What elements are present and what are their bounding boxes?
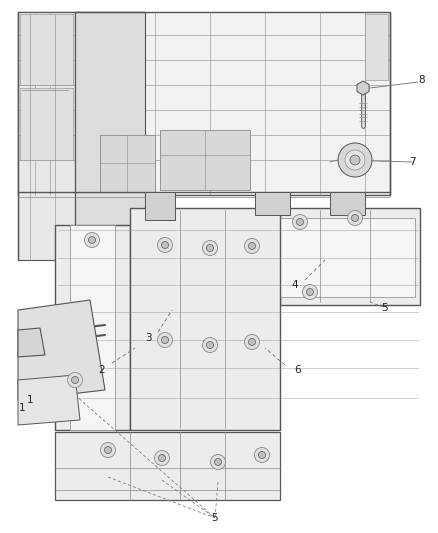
Text: 7: 7 bbox=[409, 157, 415, 167]
Polygon shape bbox=[55, 225, 130, 430]
Polygon shape bbox=[357, 81, 369, 95]
Circle shape bbox=[303, 285, 318, 300]
Circle shape bbox=[22, 334, 38, 350]
Circle shape bbox=[244, 335, 259, 350]
Circle shape bbox=[293, 214, 307, 230]
Circle shape bbox=[202, 337, 218, 352]
Text: 6: 6 bbox=[295, 365, 301, 375]
Circle shape bbox=[338, 143, 372, 177]
Circle shape bbox=[158, 238, 173, 253]
Polygon shape bbox=[280, 218, 415, 297]
Circle shape bbox=[67, 373, 82, 387]
Circle shape bbox=[350, 155, 360, 165]
Polygon shape bbox=[70, 225, 115, 430]
Text: 5: 5 bbox=[212, 513, 218, 523]
Circle shape bbox=[248, 338, 255, 345]
Circle shape bbox=[206, 342, 213, 349]
Circle shape bbox=[206, 245, 213, 252]
Circle shape bbox=[85, 232, 99, 247]
Circle shape bbox=[105, 447, 112, 454]
Circle shape bbox=[26, 338, 34, 346]
Polygon shape bbox=[18, 12, 75, 260]
Circle shape bbox=[297, 219, 304, 225]
Circle shape bbox=[258, 451, 265, 458]
Circle shape bbox=[162, 241, 169, 248]
Circle shape bbox=[71, 376, 78, 384]
Polygon shape bbox=[130, 208, 280, 430]
Circle shape bbox=[254, 448, 269, 463]
Polygon shape bbox=[330, 192, 365, 215]
Text: 1: 1 bbox=[27, 395, 33, 405]
Circle shape bbox=[100, 442, 116, 457]
Circle shape bbox=[347, 211, 363, 225]
Circle shape bbox=[248, 243, 255, 249]
Circle shape bbox=[215, 458, 222, 465]
Text: 1: 1 bbox=[19, 403, 25, 413]
Circle shape bbox=[158, 333, 173, 348]
Circle shape bbox=[244, 238, 259, 254]
Text: 8: 8 bbox=[419, 75, 425, 85]
Circle shape bbox=[352, 214, 358, 222]
Text: 4: 4 bbox=[292, 280, 298, 290]
Circle shape bbox=[307, 288, 314, 295]
Circle shape bbox=[155, 450, 170, 465]
Polygon shape bbox=[20, 14, 73, 85]
Polygon shape bbox=[365, 14, 388, 80]
Circle shape bbox=[202, 240, 218, 255]
Polygon shape bbox=[100, 135, 155, 192]
Circle shape bbox=[159, 455, 166, 462]
Polygon shape bbox=[20, 88, 73, 160]
Text: 3: 3 bbox=[145, 333, 151, 343]
Circle shape bbox=[345, 150, 365, 170]
Polygon shape bbox=[18, 328, 45, 357]
Polygon shape bbox=[55, 432, 280, 500]
Polygon shape bbox=[75, 12, 145, 260]
Polygon shape bbox=[145, 192, 175, 220]
Text: 2: 2 bbox=[99, 365, 105, 375]
Polygon shape bbox=[255, 192, 290, 215]
Circle shape bbox=[88, 237, 95, 244]
Polygon shape bbox=[18, 300, 105, 400]
Polygon shape bbox=[18, 375, 80, 425]
Polygon shape bbox=[160, 130, 250, 190]
Circle shape bbox=[211, 455, 226, 470]
Text: 5: 5 bbox=[381, 303, 389, 313]
Polygon shape bbox=[280, 208, 420, 305]
Polygon shape bbox=[18, 12, 390, 195]
Circle shape bbox=[162, 336, 169, 343]
